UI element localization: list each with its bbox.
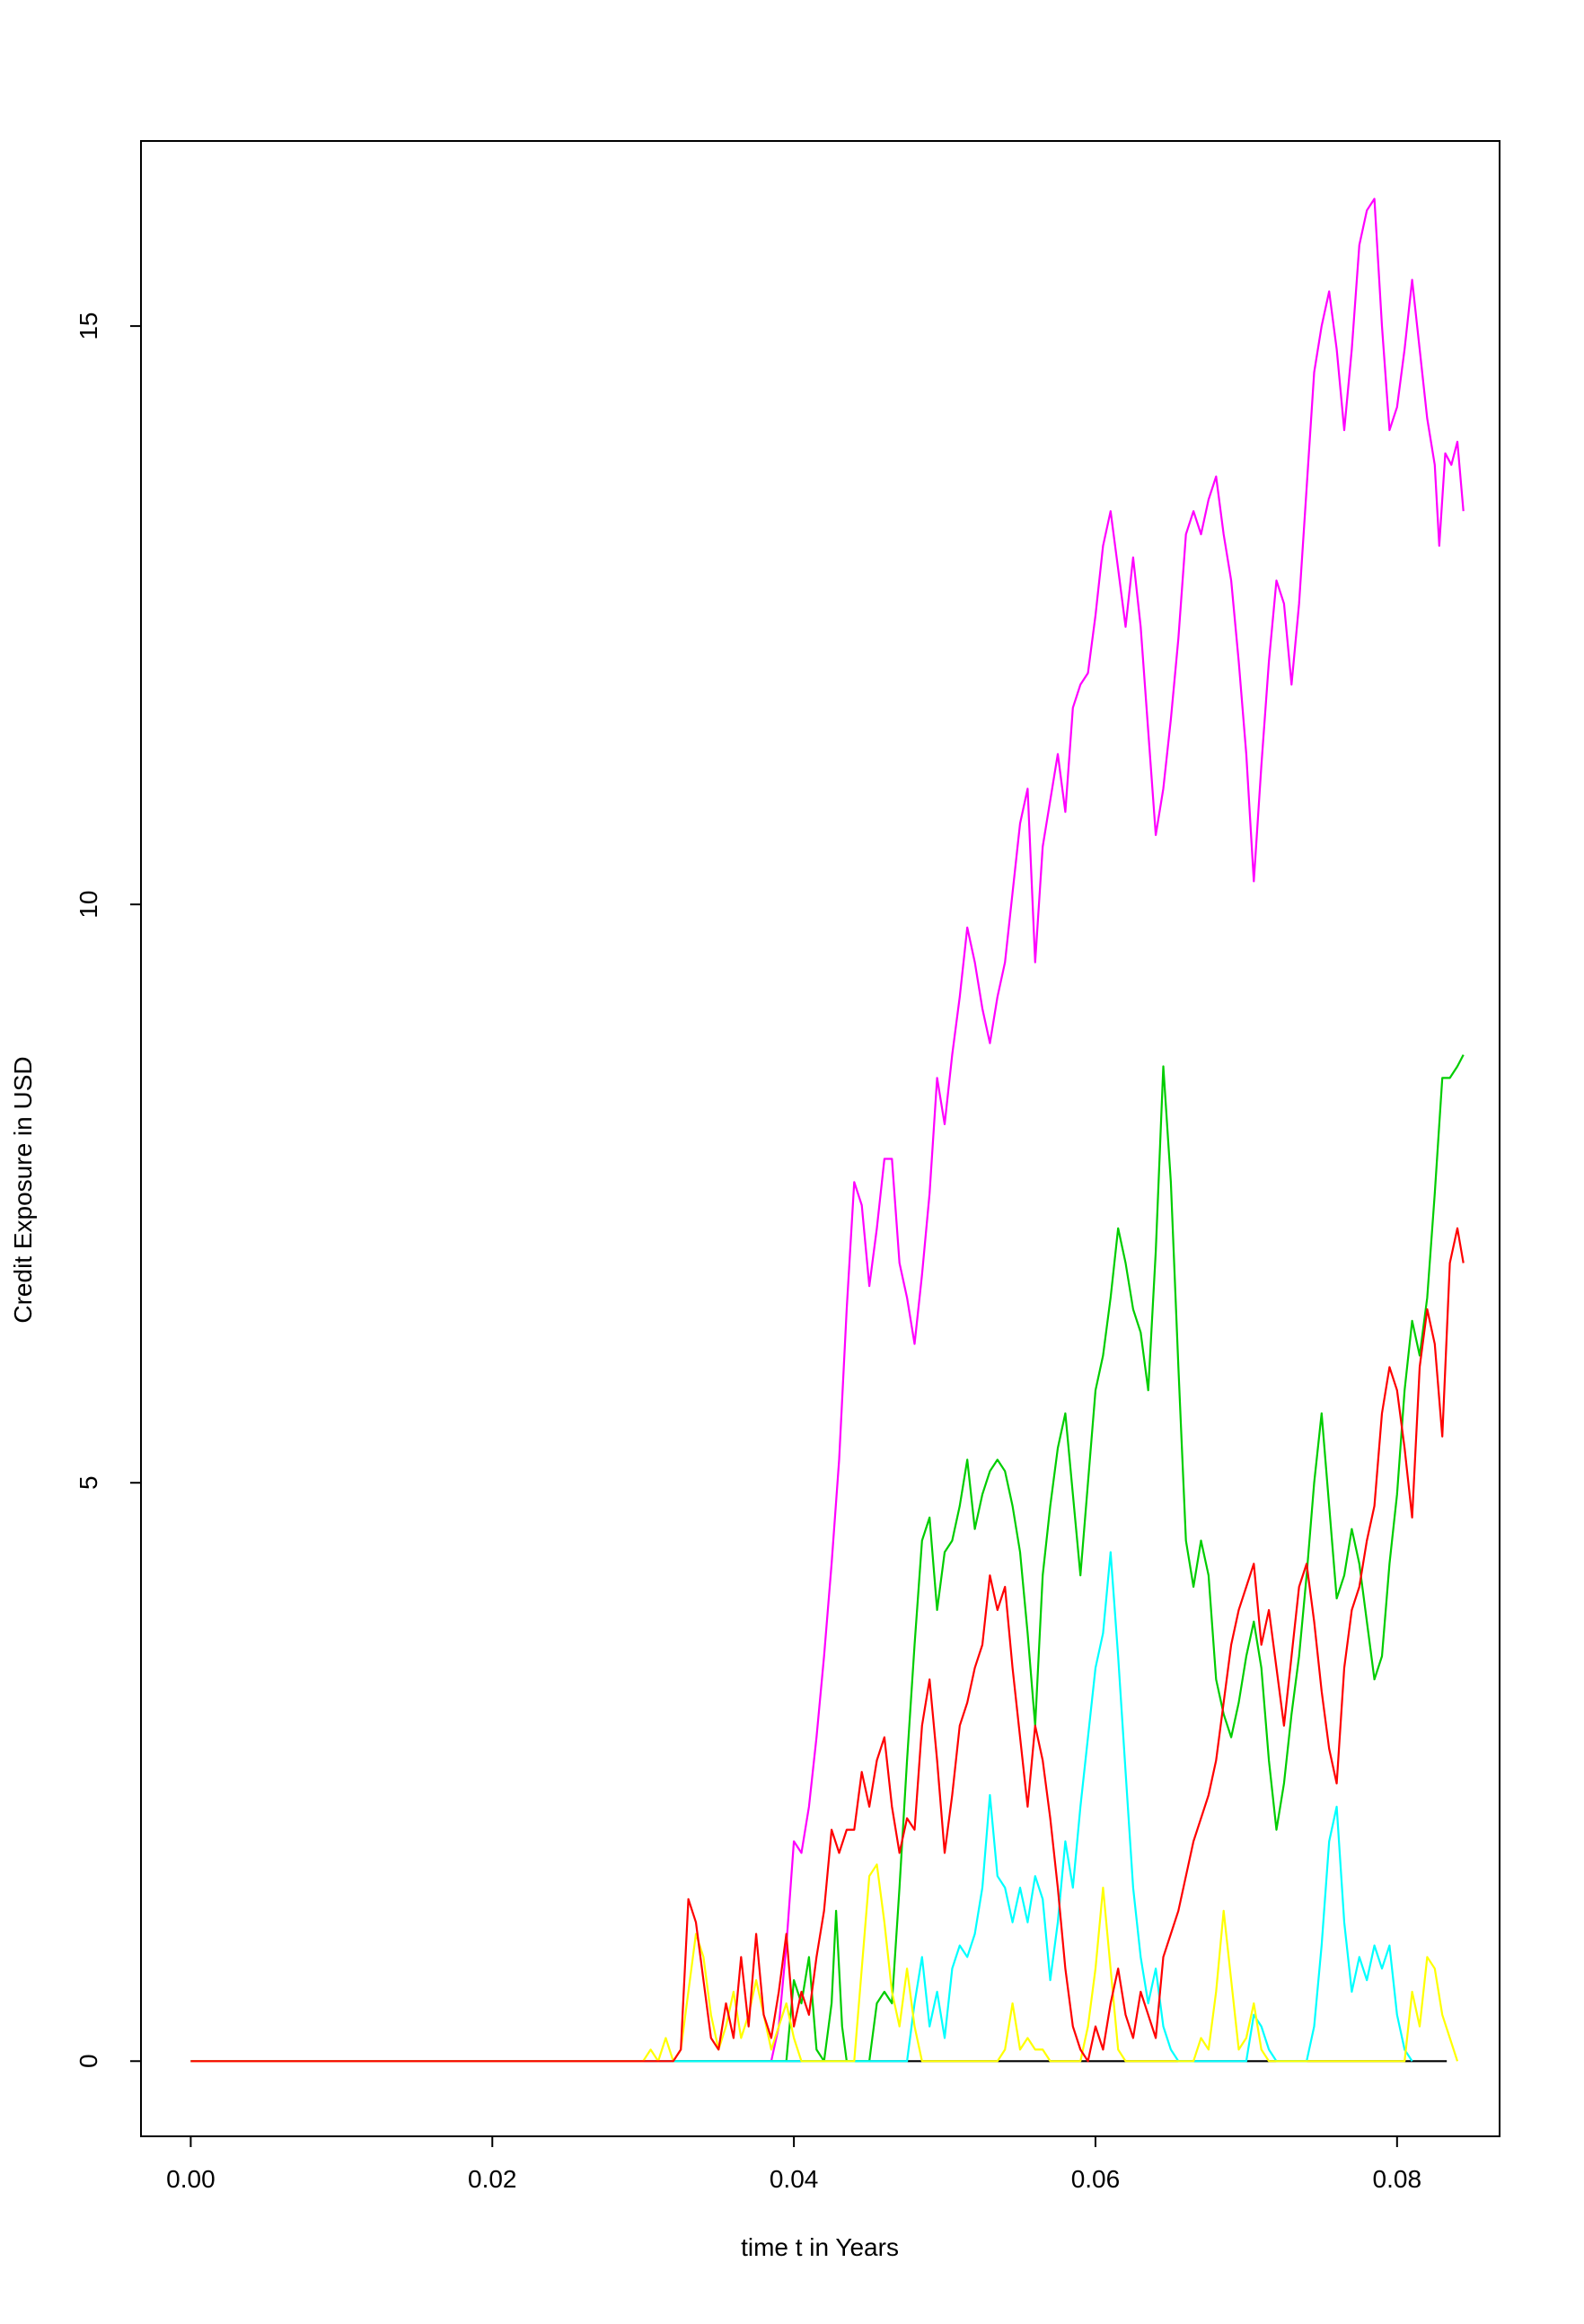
x-tick-label: 0.08	[1373, 2165, 1422, 2193]
y-tick-label: 10	[75, 891, 102, 919]
y-tick-label: 0	[75, 2054, 102, 2068]
series-line-2	[190, 198, 1465, 2063]
series-line-6	[190, 1227, 1465, 2063]
x-tick-label: 0.00	[166, 2165, 216, 2193]
x-tick-label: 0.04	[770, 2165, 819, 2193]
y-tick-label: 5	[75, 1475, 102, 1490]
x-axis-title: time t in Years	[741, 2233, 899, 2261]
x-ticks: 0.00 0.02 0.04 0.06 0.08	[166, 2136, 1421, 2193]
series-line-4	[190, 1551, 1413, 2063]
x-axis: 0.00 0.02 0.04 0.06 0.08	[166, 2135, 1421, 2193]
series-layer	[190, 198, 1465, 2063]
y-axis-title: Credit Exposure in USD	[9, 1056, 37, 1323]
y-ticks: 0 5 10 15	[75, 313, 141, 2068]
x-tick-label: 0.06	[1071, 2165, 1121, 2193]
y-tick-label: 15	[75, 313, 102, 340]
y-axis: 0 5 10 15	[75, 313, 142, 2068]
x-tick-label: 0.02	[468, 2165, 517, 2193]
series-line-3	[190, 1054, 1465, 2063]
